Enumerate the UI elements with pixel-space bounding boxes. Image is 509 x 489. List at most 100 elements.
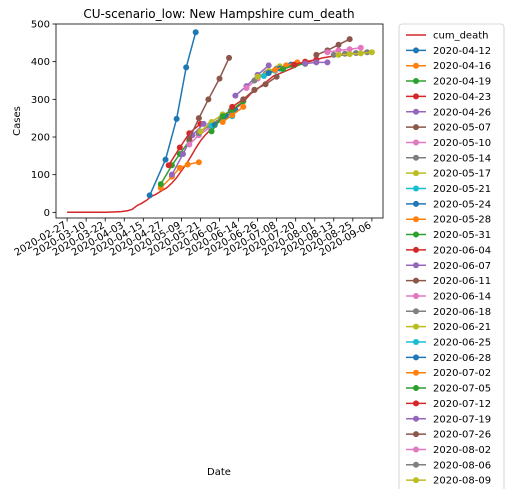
legend-label: 2020-05-14 [433, 153, 491, 164]
data-point [313, 52, 319, 58]
data-point [186, 136, 192, 142]
data-point [324, 49, 330, 55]
data-point [205, 96, 211, 102]
data-point [358, 45, 364, 51]
legend-marker [413, 216, 419, 222]
data-point [324, 59, 330, 65]
data-point [158, 181, 164, 187]
legend: cum_death 2020-04-12 2020-04-16 2020-04-19 2… [399, 24, 504, 489]
series-line [150, 32, 196, 195]
legend-label: 2020-06-25 [433, 338, 491, 349]
legend-label: 2020-05-17 [433, 169, 491, 180]
legend-marker [413, 324, 419, 330]
data-point [197, 128, 203, 134]
legend-marker [413, 278, 419, 284]
data-point [229, 104, 235, 110]
chart-title: CU-scenario_low: New Hampshire cum_death [83, 7, 354, 21]
legend-label: 2020-06-14 [433, 291, 491, 302]
x-axis-label: Date [207, 467, 231, 478]
legend-label: 2020-08-02 [433, 445, 491, 456]
legend-marker [413, 93, 419, 99]
data-point [196, 115, 202, 121]
legend-marker [413, 109, 419, 115]
legend-marker [413, 385, 419, 391]
legend-marker [413, 262, 419, 268]
data-point [291, 62, 297, 68]
data-point [302, 61, 308, 67]
legend-marker [413, 354, 419, 360]
legend-marker [413, 446, 419, 452]
data-point [266, 70, 272, 76]
legend-marker [413, 339, 419, 345]
y-axis: 0 100 200 300 400 500 [31, 20, 56, 219]
data-point [220, 113, 226, 119]
data-point [166, 162, 172, 168]
data-point [243, 85, 249, 91]
legend-label: 2020-07-02 [433, 368, 491, 379]
legend-label: 2020-06-18 [433, 307, 491, 318]
legend-label: 2020-05-28 [433, 215, 491, 226]
y-tick-label: 400 [31, 57, 50, 68]
legend-label: cum_death [433, 31, 488, 42]
legend-marker [413, 308, 419, 314]
data-point [263, 81, 269, 87]
legend-marker [413, 400, 419, 406]
data-point [274, 74, 280, 80]
y-tick-label: 0 [44, 208, 50, 219]
data-point [180, 151, 186, 157]
legend-label: 2020-06-28 [433, 353, 491, 364]
data-point [185, 162, 191, 168]
data-point [183, 64, 189, 70]
legend-label: 2020-05-24 [433, 199, 491, 210]
legend-marker [413, 124, 419, 130]
data-point [169, 172, 175, 178]
data-point [347, 36, 353, 42]
data-point [232, 93, 238, 99]
data-point [177, 145, 183, 151]
data-point [193, 29, 199, 35]
legend-label: 2020-05-07 [433, 123, 491, 134]
legend-marker [413, 78, 419, 84]
data-point [336, 52, 342, 58]
observed-line [67, 52, 369, 212]
legend-label: 2020-05-10 [433, 138, 491, 149]
data-point [280, 66, 286, 72]
legend-marker [413, 201, 419, 207]
legend-marker [413, 186, 419, 192]
legend-label: 2020-06-07 [433, 261, 491, 272]
legend-marker [413, 170, 419, 176]
legend-label: 2020-08-06 [433, 460, 491, 471]
legend-marker [413, 431, 419, 437]
legend-label: 2020-06-11 [433, 276, 491, 287]
data-point [358, 50, 364, 56]
data-point [240, 96, 246, 102]
legend-label: 2020-05-21 [433, 184, 491, 195]
legend-label: 2020-04-19 [433, 77, 491, 88]
data-point [163, 157, 169, 163]
legend-label: 2020-04-26 [433, 107, 491, 118]
plot-area [56, 24, 383, 218]
data-point [266, 62, 272, 68]
data-point [174, 116, 180, 122]
legend-marker [413, 462, 419, 468]
data-point [347, 51, 353, 57]
legend-marker [413, 416, 419, 422]
data-point [226, 55, 232, 61]
legend-marker [413, 155, 419, 161]
data-point [369, 49, 375, 55]
data-point [147, 192, 153, 198]
legend-label: 2020-07-19 [433, 414, 491, 425]
data-point [240, 104, 246, 110]
data-point [186, 142, 192, 148]
legend-label: 2020-04-16 [433, 61, 491, 72]
data-point [201, 121, 207, 127]
legend-label: 2020-04-23 [433, 92, 491, 103]
legend-label: 2020-07-12 [433, 399, 491, 410]
y-tick-label: 200 [31, 133, 50, 144]
y-tick-label: 500 [31, 20, 50, 31]
y-axis-label: Cases [12, 106, 23, 136]
data-point [313, 59, 319, 65]
legend-marker [413, 63, 419, 69]
data-point [209, 128, 215, 134]
legend-label: 2020-04-12 [433, 46, 491, 57]
